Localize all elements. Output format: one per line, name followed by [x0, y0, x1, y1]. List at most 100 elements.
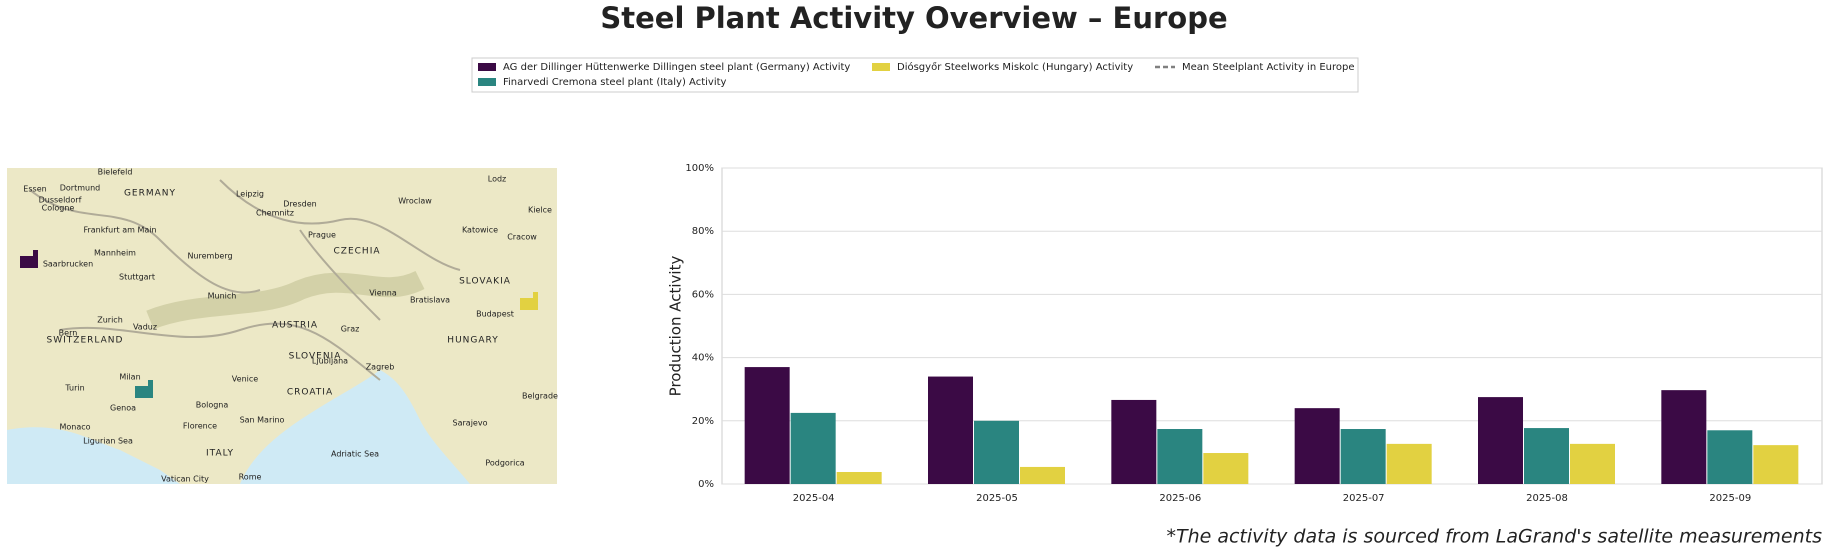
legend-label: AG der Dillinger Hüttenwerke Dillingen s…: [503, 62, 850, 73]
map-label: Zurich: [97, 316, 123, 325]
map-label: Bratislava: [410, 296, 450, 305]
bar: [1707, 430, 1753, 484]
map-label: Wroclaw: [398, 197, 432, 206]
map-label: Adriatic Sea: [331, 450, 379, 459]
map-label: ITALY: [206, 449, 234, 459]
map-label: Belgrade: [522, 392, 558, 401]
map-label: Rome: [239, 473, 262, 482]
y-tick-label: 60%: [692, 289, 714, 300]
map-label: Munich: [208, 292, 237, 301]
map-label: Bologna: [196, 401, 229, 410]
map: [7, 168, 557, 484]
map-label: Turin: [64, 384, 84, 393]
map-label: Ligurian Sea: [83, 437, 133, 446]
map-label: Budapest: [476, 310, 514, 319]
map-label: Katowice: [462, 226, 498, 235]
map-label: Prague: [308, 231, 336, 240]
plant-icon: [520, 298, 536, 310]
bar: [1020, 466, 1065, 484]
y-tick-label: 40%: [692, 353, 714, 364]
map-label: SWITZERLAND: [47, 336, 124, 346]
legend-label: Mean Steelplant Activity in Europe: [1182, 62, 1355, 73]
legend-swatch: [478, 63, 496, 71]
map-relief: [146, 270, 425, 330]
y-tick-label: 80%: [692, 226, 714, 237]
map-label: San Marino: [240, 416, 285, 425]
map-label: Podgorica: [485, 459, 524, 468]
map-sea: [7, 427, 180, 484]
map-label: Kielce: [528, 206, 552, 215]
map-label: HUNGARY: [447, 336, 498, 346]
map-label: Stuttgart: [119, 273, 155, 282]
bar: [974, 420, 1019, 484]
x-tick-label: 2025-07: [1343, 493, 1385, 504]
map-label: Dortmund: [60, 184, 101, 193]
bar: [1570, 443, 1615, 484]
map-label: Nuremberg: [187, 252, 232, 261]
y-tick-label: 0%: [698, 479, 714, 490]
map-label: Frankfurt am Main: [83, 226, 156, 235]
map-sea: [240, 370, 470, 484]
map-label: SLOVENIA: [289, 352, 342, 362]
map-label: Chemnitz: [256, 209, 294, 218]
y-tick-label: 100%: [685, 163, 714, 174]
bar: [1294, 408, 1340, 484]
map-label: CZECHIA: [334, 247, 381, 257]
map-label: SLOVAKIA: [459, 277, 511, 287]
bar: [1340, 429, 1386, 484]
map-label: Vienna: [369, 289, 397, 298]
map-label: Monaco: [59, 423, 90, 432]
legend-box: [471, 57, 1359, 93]
bar: [1753, 445, 1799, 484]
plant-icon: [20, 256, 36, 268]
x-tick-label: 2025-05: [976, 493, 1018, 504]
map-land: [7, 168, 557, 484]
legend-swatch: [872, 63, 890, 71]
map-label: Vaduz: [133, 323, 157, 332]
map-label: AUSTRIA: [272, 321, 318, 331]
title: Steel Plant Activity Overview – Europe: [600, 1, 1227, 35]
legend-label: Finarvedi Cremona steel plant (Italy) Ac…: [503, 77, 727, 88]
legend-swatch: [478, 78, 496, 86]
bar: [928, 376, 973, 484]
y-axis-label: Production Activity: [667, 256, 685, 397]
map-label: Essen: [23, 185, 46, 194]
map-label: Mannheim: [94, 249, 136, 258]
plant-icon: [533, 292, 538, 310]
map-label: Lodz: [488, 175, 507, 184]
plant-icon: [33, 250, 38, 268]
bar: [836, 471, 882, 484]
bar: [1386, 443, 1432, 484]
bar: [744, 367, 790, 484]
y-tick-label: 20%: [692, 416, 714, 427]
map-label: Florence: [183, 422, 217, 431]
bar: [790, 412, 836, 484]
bar: [1478, 397, 1523, 484]
bar: [1661, 390, 1707, 484]
map-label: Zagreb: [366, 363, 395, 372]
footnote: *The activity data is sourced from LaGra…: [1166, 526, 1822, 548]
map-label: Milan: [119, 373, 140, 382]
bar: [1157, 429, 1203, 484]
x-tick-label: 2025-09: [1709, 493, 1751, 504]
map-label: Bern: [59, 329, 78, 338]
map-label: Vatican City: [161, 475, 209, 484]
plant-icon: [148, 380, 153, 398]
map-label: GERMANY: [124, 189, 176, 199]
map-label: Sarajevo: [453, 419, 488, 428]
bar: [1524, 428, 1569, 484]
bar: [1203, 453, 1249, 484]
plant-icon: [135, 386, 151, 398]
map-label: Venice: [232, 375, 258, 384]
map-label: Ljubljana: [312, 357, 348, 366]
map-label: CROATIA: [287, 388, 333, 398]
map-label: Genoa: [110, 404, 136, 413]
map-label: Saarbrucken: [43, 260, 93, 269]
map-label: Bielefeld: [98, 168, 133, 177]
plot-frame: [721, 167, 1823, 485]
x-tick-label: 2025-08: [1526, 493, 1568, 504]
map-label: Cologne: [42, 204, 75, 213]
x-tick-label: 2025-04: [793, 493, 835, 504]
